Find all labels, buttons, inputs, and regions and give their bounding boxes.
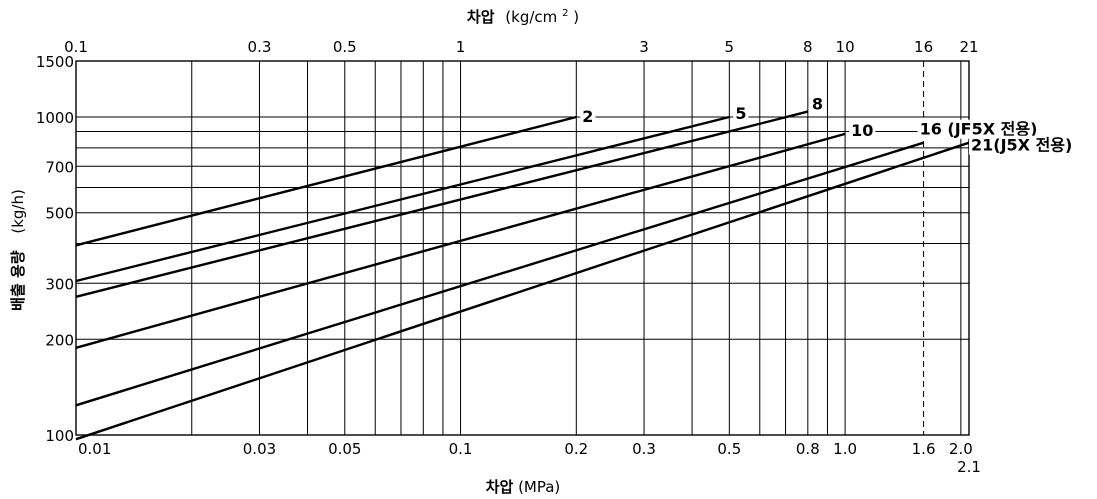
x-tick-label-bottom: 1.6 — [912, 440, 936, 458]
series-label: 16 (JF5X 전용) — [920, 120, 1038, 139]
x-tick-label-top: 3 — [639, 38, 649, 56]
series-label-background — [849, 120, 876, 140]
series-label: 2 — [582, 107, 593, 126]
y-tick-label: 1000 — [36, 109, 74, 127]
x-axis-title-top-unit: (kg/cm — [505, 8, 557, 26]
series-lines — [75, 110, 970, 441]
y-axis-title-unit: (kg/h) — [9, 189, 27, 233]
x-tick-label-bottom: 0.01 — [78, 440, 111, 458]
series-label: 8 — [812, 95, 823, 114]
x-axis-title-top: 차압 (kg/cm 2 ) — [467, 2, 579, 26]
series-line — [75, 141, 970, 441]
x-tick-label-top: 21 — [959, 38, 978, 56]
y-tick-label: 500 — [45, 205, 74, 223]
x-tick-label-top: 1 — [456, 38, 466, 56]
y-tick-label: 300 — [45, 275, 74, 293]
x-tick-label-top: 10 — [836, 38, 855, 56]
x-tick-label-bottom: 2.1 — [957, 458, 981, 476]
series-label-background — [580, 106, 596, 126]
x-tick-label-top: 16 — [914, 38, 933, 56]
x-tick-label-bottom: 0.5 — [717, 440, 741, 458]
series-label: 21(J5X 전용) — [971, 136, 1072, 155]
series-label-background — [969, 135, 1075, 155]
y-axis-title-bold: 배출 용량 — [9, 250, 27, 311]
x-axis-title-top-close: ) — [573, 8, 579, 26]
x-axis-title-top-superscript: 2 — [562, 8, 568, 19]
x-axis-top-ticks: 0.1 0.3 0.5 1 3 5 8 10 16 21 — [64, 38, 978, 56]
x-tick-label-top: 8 — [803, 38, 813, 56]
x-axis-title-bottom-bold: 차압 — [486, 478, 514, 496]
series-line — [75, 141, 924, 407]
series-label-background — [809, 94, 825, 114]
series-label: 10 — [851, 121, 873, 140]
x-tick-label-bottom: 0.8 — [796, 440, 820, 458]
x-tick-label-bottom: 2.0 — [949, 440, 973, 458]
plot-frame — [75, 60, 970, 436]
series-line — [75, 110, 809, 298]
x-tick-label-bottom: 0.05 — [328, 440, 361, 458]
x-axis-title-top-bold: 차압 — [467, 8, 495, 26]
x-tick-label-bottom: 1.0 — [833, 440, 857, 458]
series-label-background — [917, 119, 1040, 139]
x-tick-label-bottom: 0.1 — [449, 440, 473, 458]
x-tick-label-bottom: 0.3 — [632, 440, 656, 458]
series-label: 5 — [735, 104, 746, 123]
y-axis-ticks: 100 200 300 500 700 1000 1500 — [36, 53, 74, 445]
x-axis-title-bottom-unit: (MPa) — [518, 478, 560, 496]
series-label-background — [733, 103, 749, 123]
y-axis-title: 배출 용량 (kg/h) — [9, 189, 27, 311]
y-tick-label: 700 — [45, 158, 74, 176]
x-tick-label-top: 5 — [725, 38, 735, 56]
x-tick-label-top: 0.1 — [64, 38, 88, 56]
x-axis-title-bottom: 차압 (MPa) — [486, 478, 561, 496]
x-tick-label-bottom: 0.03 — [243, 440, 276, 458]
series-labels: 2 5 8 10 16 (JF5X 전용)21(J5X 전용) — [580, 94, 1075, 155]
series-line — [75, 115, 577, 247]
x-axis-bottom-ticks: 0.01 0.03 0.05 0.1 0.2 0.3 0.5 0.8 1.0 1.6 2.02.1 — [78, 440, 981, 476]
x-tick-label-top: 0.3 — [248, 38, 272, 56]
series-line — [75, 132, 846, 349]
series-line — [75, 115, 730, 283]
y-tick-label: 100 — [45, 427, 74, 445]
x-tick-label-bottom: 0.2 — [564, 440, 588, 458]
y-tick-label: 200 — [45, 331, 74, 349]
x-tick-label-top: 0.5 — [333, 38, 357, 56]
y-tick-label: 1500 — [36, 53, 74, 71]
